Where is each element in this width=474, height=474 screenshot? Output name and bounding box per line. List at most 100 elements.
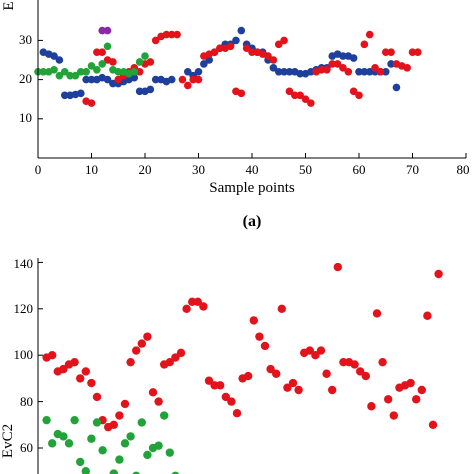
y-tick-label: 60 — [20, 440, 33, 455]
red-point — [248, 48, 256, 56]
red-point — [349, 87, 358, 96]
red-point — [403, 64, 411, 72]
blue-point — [87, 75, 96, 84]
purple-point — [98, 26, 106, 35]
green-point — [171, 471, 180, 474]
red-point — [277, 304, 286, 313]
red-point — [291, 91, 299, 100]
y-axis-title: EvC2 — [0, 424, 16, 458]
red-point — [173, 30, 181, 39]
x-tick-label: 0 — [35, 162, 42, 177]
panel-label-a: (a) — [243, 213, 262, 230]
red-point — [92, 392, 102, 402]
blue-point — [232, 36, 240, 45]
red-point — [356, 367, 365, 376]
red-point — [178, 75, 187, 84]
red-point — [296, 91, 304, 100]
red-point — [378, 357, 387, 367]
blue-point — [392, 83, 401, 92]
green-point — [98, 446, 107, 455]
red-point — [423, 311, 432, 320]
y-tick-label: 100 — [14, 347, 34, 362]
green-point — [60, 67, 69, 76]
red-point — [109, 420, 119, 429]
red-point — [371, 64, 379, 72]
red-point — [387, 48, 395, 56]
chart-b-ticks — [38, 261, 43, 449]
red-point — [70, 357, 79, 367]
red-point — [162, 30, 171, 39]
green-point — [98, 60, 106, 68]
blue-point — [55, 56, 64, 64]
red-point — [311, 351, 320, 360]
red-point — [417, 385, 426, 395]
red-point — [176, 348, 186, 358]
y-tick-label: 120 — [14, 301, 34, 316]
blue-point — [269, 64, 278, 72]
red-point — [260, 341, 270, 351]
red-point — [255, 332, 264, 341]
red-point — [115, 411, 124, 420]
red-point — [365, 30, 374, 39]
blue-point — [200, 60, 208, 68]
red-point — [322, 369, 331, 378]
x-tick-label: 80 — [457, 162, 470, 177]
red-point — [210, 48, 219, 56]
chart-b-marks — [42, 262, 443, 474]
red-point — [264, 52, 272, 60]
blue-point — [339, 52, 347, 60]
chart-a-ticks — [37, 39, 467, 158]
red-point — [146, 58, 155, 66]
green-point — [109, 469, 118, 474]
red-point — [76, 374, 85, 383]
red-point — [333, 262, 342, 272]
green-point — [66, 71, 74, 80]
red-point — [189, 75, 197, 84]
x-tick-label: 50 — [299, 162, 312, 177]
x-tick-label: 60 — [353, 162, 366, 177]
chart-a-marks — [34, 26, 422, 107]
blue-point — [349, 54, 358, 62]
green-point — [154, 441, 163, 450]
y-tick-label: 30 — [19, 32, 32, 47]
y-tick-label: 80 — [20, 394, 33, 409]
chart-b: 60 80 100 120 140 EvC2 — [0, 256, 443, 474]
chart-a: 0 10 20 30 40 50 60 70 80 10 20 30 Sampl… — [1, 0, 470, 230]
red-point — [93, 48, 101, 56]
red-point — [87, 378, 96, 388]
blue-point — [280, 67, 288, 76]
x-tick-label: 70 — [406, 162, 419, 177]
blue-point — [274, 67, 283, 76]
blue-point — [167, 75, 176, 84]
red-point — [154, 397, 163, 406]
blue-point — [365, 67, 374, 76]
green-point — [55, 71, 64, 80]
blue-point — [82, 75, 90, 84]
red-point — [216, 44, 224, 53]
red-point — [412, 395, 421, 404]
red-point — [283, 383, 292, 392]
red-point — [132, 346, 141, 355]
red-point — [316, 346, 326, 355]
green-point — [87, 62, 96, 70]
x-tick-label: 20 — [139, 162, 152, 177]
red-point — [272, 369, 281, 378]
red-point — [339, 64, 347, 72]
red-point — [317, 66, 326, 74]
red-point — [165, 357, 174, 367]
red-point — [372, 309, 382, 318]
green-point — [82, 67, 90, 76]
green-point — [135, 58, 144, 66]
x-tick-label: 10 — [85, 162, 98, 177]
red-point — [237, 89, 246, 98]
red-point — [171, 353, 180, 362]
red-point — [87, 99, 96, 107]
blue-point — [130, 73, 139, 82]
red-point — [280, 36, 288, 45]
red-point — [408, 48, 417, 56]
green-point — [120, 439, 130, 448]
blue-point — [360, 67, 369, 76]
blue-point — [184, 67, 192, 76]
green-point — [76, 457, 85, 467]
